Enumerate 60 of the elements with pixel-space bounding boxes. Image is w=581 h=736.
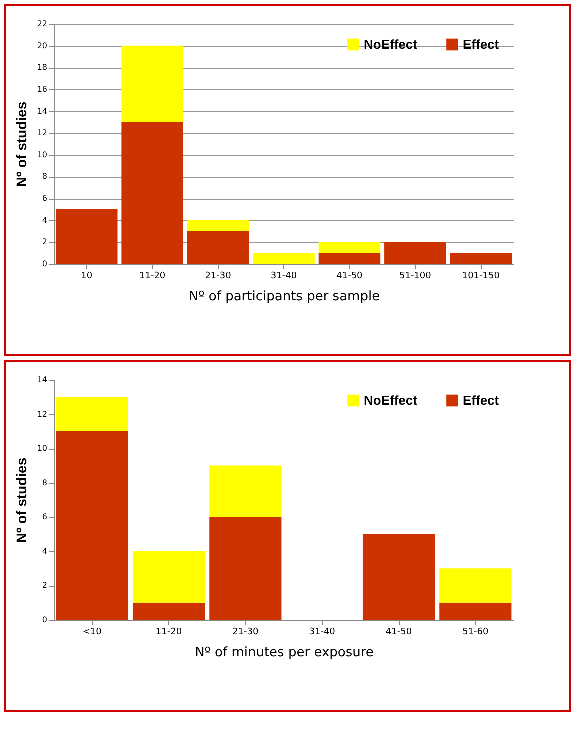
bar [56, 397, 128, 432]
y-tick-label: 2 [42, 238, 48, 247]
bar [450, 253, 512, 264]
y-tick-label: 0 [42, 616, 48, 624]
x-tick-label: 11-20 [139, 272, 166, 282]
y-tick-label: 18 [37, 63, 48, 72]
x-tick-label: 31-40 [309, 628, 336, 638]
y-tick-label: 12 [37, 410, 48, 419]
x-tick-label: 41-50 [336, 272, 364, 282]
x-tick-label: 21-30 [232, 628, 260, 638]
y-axis-title: Nº of studies [13, 102, 30, 188]
y-tick-label: 4 [42, 546, 48, 556]
bar [440, 568, 512, 603]
bar [318, 242, 381, 254]
x-tick-label: <10 [82, 628, 102, 638]
x-tick-label: 101-150 [462, 272, 500, 282]
x-tick-label: 21-30 [205, 272, 232, 282]
bar [56, 209, 118, 264]
bar [210, 466, 282, 518]
y-tick-label: 14 [37, 376, 48, 384]
bar [253, 253, 315, 264]
y-tick-label: 22 [37, 20, 48, 28]
bar [122, 46, 184, 122]
x-axis-title: Nº of minutes per exposure [195, 646, 374, 660]
bar [56, 431, 128, 620]
bar [132, 602, 206, 620]
y-tick-label: 6 [42, 512, 48, 522]
y-tick-label: 10 [37, 150, 48, 160]
x-tick-label: 10 [81, 272, 93, 282]
y-tick-label: 0 [42, 260, 48, 268]
bar [132, 551, 206, 603]
x-axis-title: Nº of participants per sample [188, 290, 380, 304]
legend-label: NoEffect [364, 36, 418, 52]
y-tick-label: 16 [37, 84, 48, 94]
y-tick-label: 6 [42, 194, 48, 204]
bar [440, 602, 512, 620]
y-tick-label: 14 [37, 106, 48, 116]
bar [210, 517, 282, 620]
legend-label: Effect [463, 36, 500, 52]
x-tick-label: 41-50 [386, 628, 412, 638]
y-tick-label: 8 [42, 172, 48, 182]
legend-label: NoEffect [364, 392, 418, 408]
bar [187, 220, 250, 232]
x-tick-label: 31-40 [270, 272, 298, 282]
y-axis-title: Nº of studies [13, 458, 30, 544]
y-tick-label: 12 [37, 128, 48, 138]
y-tick-label: 2 [42, 581, 48, 590]
y-tick-label: 10 [37, 444, 48, 454]
bar [122, 122, 184, 264]
y-tick-label: 20 [37, 41, 48, 50]
x-tick-label: 51-100 [399, 272, 432, 282]
legend-label: Effect [463, 392, 500, 408]
y-tick-label: 4 [42, 216, 48, 225]
x-tick-label: 11-20 [156, 628, 182, 638]
x-tick-label: 51-60 [462, 628, 490, 638]
bar [384, 242, 446, 264]
y-tick-label: 8 [42, 478, 48, 488]
bar [318, 253, 381, 264]
bar [362, 534, 436, 620]
bar [187, 231, 250, 264]
